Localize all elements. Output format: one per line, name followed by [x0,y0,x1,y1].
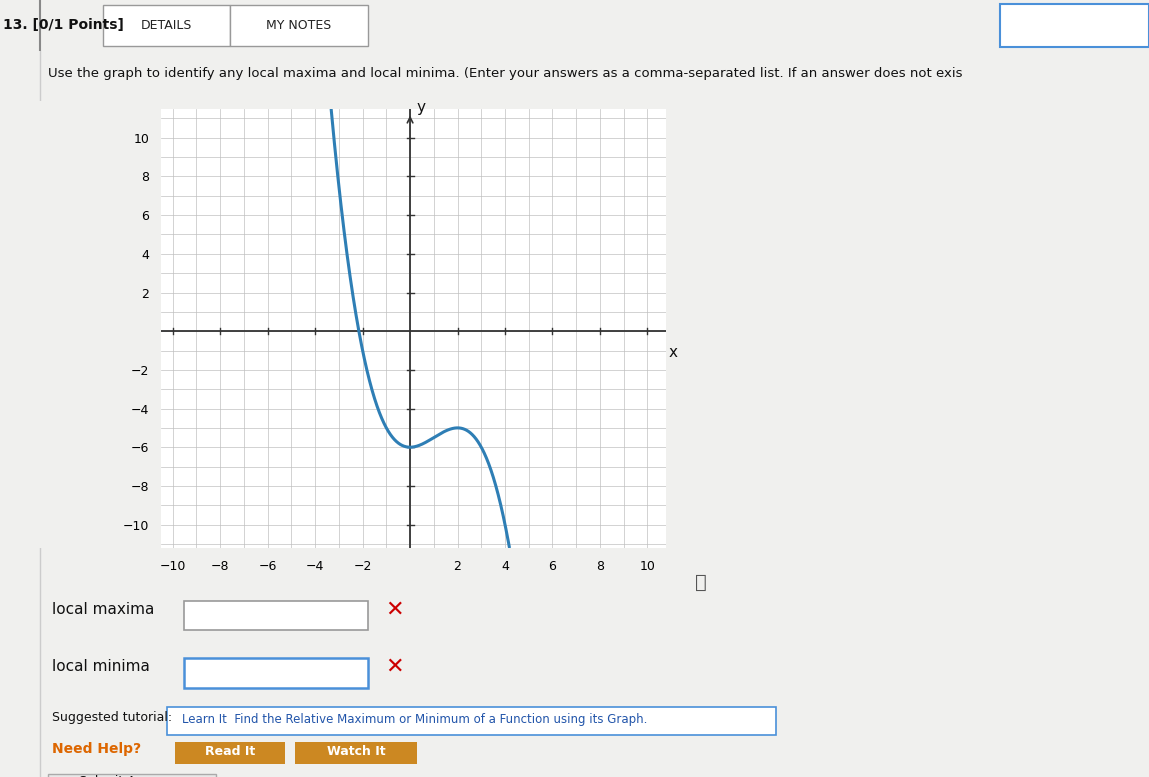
Text: Read It: Read It [205,745,255,758]
Text: x: x [669,345,678,360]
FancyBboxPatch shape [230,5,368,46]
Text: ✕: ✕ [385,657,403,677]
Text: DETAILS: DETAILS [141,19,192,32]
FancyBboxPatch shape [295,742,417,764]
Text: Learn It  Find the Relative Maximum or Minimum of a Function using its Graph.: Learn It Find the Relative Maximum or Mi… [182,713,647,726]
FancyBboxPatch shape [167,707,776,734]
Text: local minima: local minima [52,660,149,674]
Text: Watch It: Watch It [326,745,386,758]
Text: Suggested tutorial:: Suggested tutorial: [52,711,172,724]
Text: Need Help?: Need Help? [52,743,141,757]
FancyBboxPatch shape [184,601,368,630]
FancyBboxPatch shape [103,5,230,46]
FancyBboxPatch shape [48,774,216,777]
Text: local maxima: local maxima [52,602,154,617]
Text: ✕: ✕ [385,600,403,620]
FancyBboxPatch shape [1000,4,1149,47]
FancyBboxPatch shape [184,658,368,688]
Text: y: y [416,99,425,114]
Text: 13. [0/1 Points]: 13. [0/1 Points] [3,18,124,33]
FancyBboxPatch shape [175,742,285,764]
Text: ⓘ: ⓘ [695,573,707,591]
Text: MY NOTES: MY NOTES [267,19,331,32]
Text: Use the graph to identify any local maxima and local minima. (Enter your answers: Use the graph to identify any local maxi… [48,67,963,80]
Text: Submit Answer: Submit Answer [79,775,173,777]
